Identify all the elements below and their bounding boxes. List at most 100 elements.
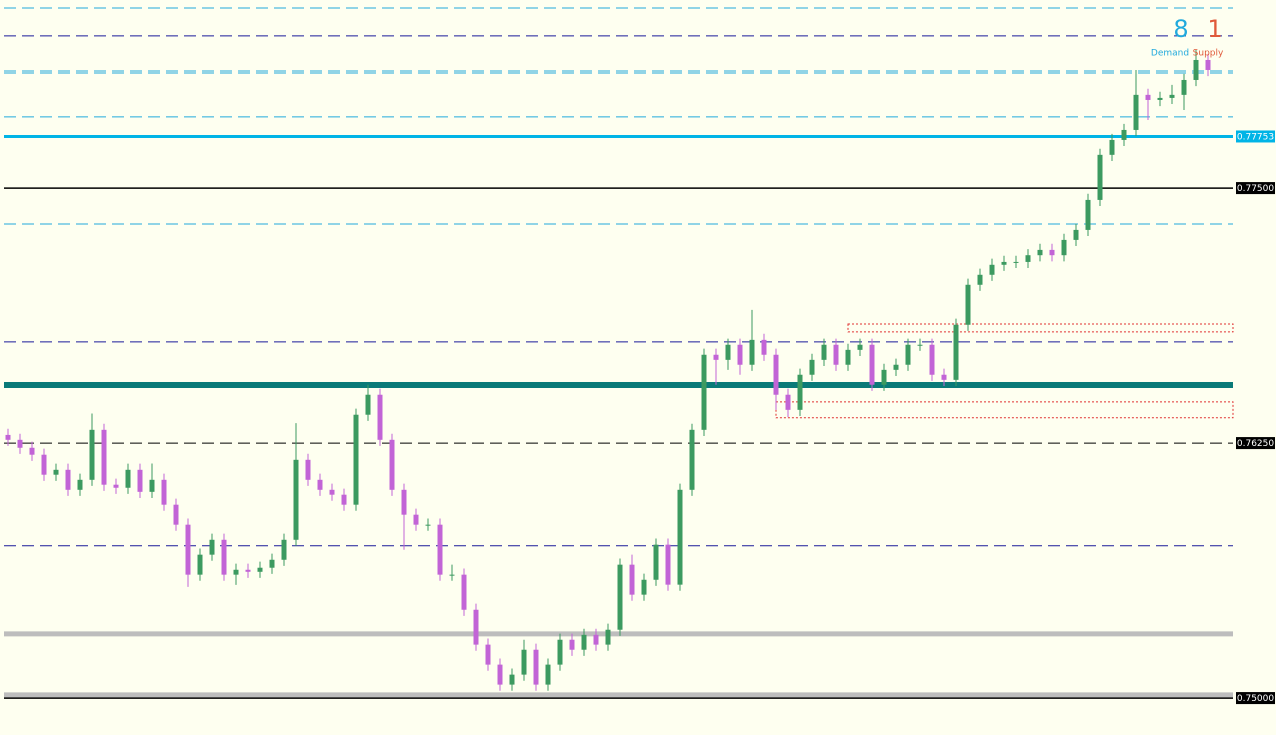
- candle-body: [569, 639, 575, 650]
- candle-body: [1049, 249, 1055, 256]
- candle-body: [389, 439, 395, 490]
- candle-body: [605, 629, 611, 645]
- candle-body: [533, 649, 539, 685]
- candle-body: [629, 564, 635, 595]
- candle-body: [509, 674, 515, 685]
- candle-body: [521, 649, 527, 675]
- candle-body: [317, 479, 323, 490]
- candle-body: [461, 574, 467, 610]
- candle-body: [65, 469, 71, 490]
- candle-body: [449, 574, 455, 576]
- candle-body: [869, 344, 875, 385]
- candle-body: [233, 569, 239, 575]
- candle-body: [761, 339, 767, 355]
- candle-body: [641, 579, 647, 595]
- candle-body: [473, 609, 479, 645]
- supply-count: 1: [1207, 15, 1222, 43]
- candle-body: [713, 354, 719, 360]
- candle-body: [701, 354, 707, 430]
- candle-body: [125, 469, 131, 488]
- candle-body: [5, 434, 11, 440]
- price-label-box: [1236, 182, 1275, 195]
- candle-body: [1013, 261, 1019, 263]
- candle-body: [197, 554, 203, 575]
- candle-body: [341, 494, 347, 505]
- candle-body: [41, 454, 47, 475]
- demand-label: Demand: [1151, 49, 1189, 59]
- candle-body: [653, 544, 659, 580]
- candle-body: [749, 339, 755, 365]
- candle-body: [953, 324, 959, 380]
- candle-body: [89, 429, 95, 480]
- candle-body: [809, 359, 815, 375]
- price-label: 0.76250: [1237, 439, 1274, 449]
- candle-body: [245, 569, 251, 572]
- candle-body: [1145, 94, 1151, 100]
- candle-body: [1193, 59, 1199, 80]
- price-label: 0.77500: [1237, 184, 1274, 194]
- price-label: 0.75000: [1237, 694, 1274, 704]
- candle-body: [1037, 249, 1043, 256]
- zone: [847, 323, 1234, 333]
- candle-body: [1109, 139, 1115, 155]
- candle-body: [137, 469, 143, 492]
- candle-body: [929, 344, 935, 375]
- candle-body: [305, 459, 311, 480]
- candle-body: [329, 489, 335, 495]
- candle-body: [881, 369, 887, 385]
- candle-body: [1181, 79, 1187, 95]
- candle-body: [821, 344, 827, 360]
- candle-body: [617, 564, 623, 630]
- candle-body: [209, 539, 215, 555]
- candle-body: [173, 504, 179, 525]
- candle-body: [725, 344, 731, 360]
- candle-body: [737, 344, 743, 365]
- candle-body: [221, 539, 227, 575]
- price-label-box: [1236, 130, 1275, 143]
- candle-body: [905, 344, 911, 365]
- candle-body: [269, 559, 275, 568]
- candle-body: [977, 274, 983, 285]
- candle-body: [29, 447, 35, 455]
- candle-body: [293, 459, 299, 540]
- candle-body: [965, 284, 971, 325]
- candle-body: [437, 524, 443, 575]
- candle-body: [53, 469, 59, 475]
- candle-body: [1097, 154, 1103, 200]
- candle-body: [665, 544, 671, 585]
- candle-body: [773, 354, 779, 395]
- candle-body: [257, 567, 263, 572]
- candle-body: [1133, 94, 1139, 130]
- candle-body: [1073, 229, 1079, 240]
- candle-body: [917, 344, 923, 346]
- candle-body: [497, 664, 503, 685]
- candle-body: [77, 479, 83, 490]
- candle-body: [1205, 59, 1211, 70]
- candle-body: [845, 349, 851, 365]
- candle-body: [677, 489, 683, 585]
- candle-body: [185, 524, 191, 575]
- candle-body: [353, 414, 359, 505]
- candle-body: [689, 429, 695, 490]
- candle-body: [989, 264, 995, 275]
- candle-body: [401, 489, 407, 515]
- zone: [775, 401, 1234, 419]
- candle-body: [377, 394, 383, 440]
- candle-body: [17, 439, 23, 448]
- candle-body: [581, 634, 587, 650]
- candle-body: [161, 479, 167, 505]
- candle-body: [281, 539, 287, 560]
- candle-body: [1169, 94, 1175, 98]
- candle-body: [1157, 97, 1163, 100]
- candle-body: [413, 514, 419, 525]
- candle-body: [557, 639, 563, 665]
- candle-body: [593, 634, 599, 645]
- candle-body: [1001, 261, 1007, 265]
- candle-body: [893, 364, 899, 370]
- price-label-box: [1236, 437, 1275, 450]
- candle-body: [1121, 129, 1127, 140]
- candle-body: [149, 479, 155, 492]
- candle-body: [1025, 255, 1031, 262]
- price-label-box: [1236, 692, 1275, 705]
